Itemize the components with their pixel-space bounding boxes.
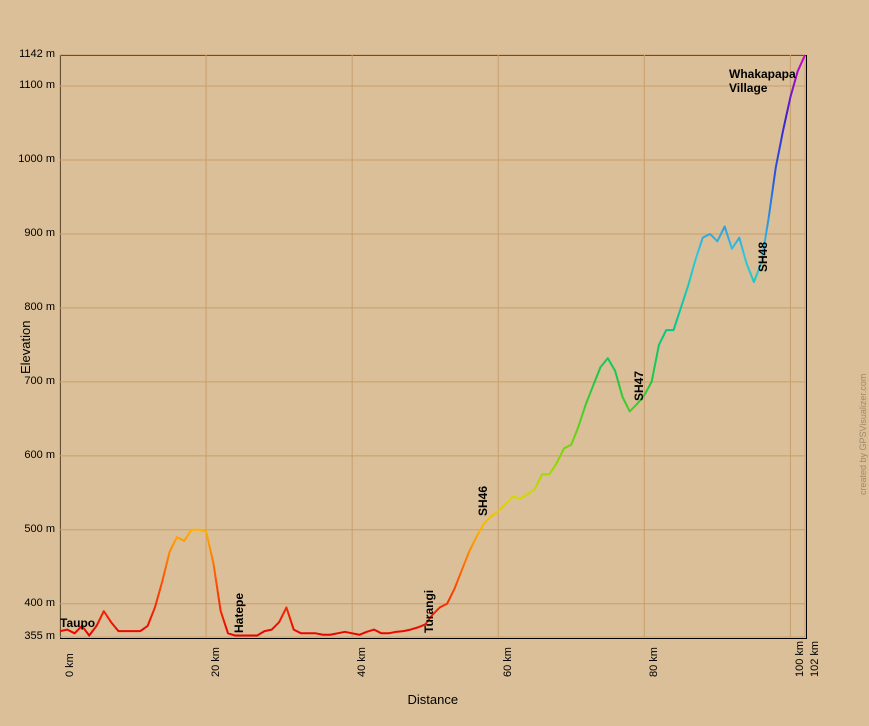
x-tick-label: 100 km (794, 641, 806, 677)
y-tick-label: 800 m (5, 301, 55, 313)
waypoint-label: SH46 (476, 486, 490, 516)
y-tick-label: 1000 m (5, 153, 55, 165)
y-tick-label: 1100 m (5, 79, 55, 91)
elevation-line (60, 55, 805, 636)
waypoint-label: Whakapapa (729, 67, 796, 81)
y-tick-label: 700 m (5, 375, 55, 387)
y-tick-label: 400 m (5, 597, 55, 609)
y-tick-label: 900 m (5, 227, 55, 239)
waypoint-label: Hatepe (232, 593, 246, 633)
y-tick-label: 1142 m (5, 48, 55, 60)
waypoint-label: Taupo (60, 616, 95, 630)
x-tick-label: 40 km (356, 647, 368, 677)
waypoint-label: Village (729, 81, 767, 95)
y-tick-label: 355 m (5, 630, 55, 642)
credit-label: created by GPSVisualizer.com (858, 374, 868, 495)
x-tick-label: 60 km (502, 647, 514, 677)
y-axis-label: Elevation (18, 321, 33, 374)
waypoint-label: Turangi (422, 590, 436, 633)
waypoint-label: SH48 (756, 242, 770, 272)
x-tick-label: 20 km (210, 647, 222, 677)
x-tick-label: 102 km (809, 641, 821, 677)
y-tick-label: 600 m (5, 449, 55, 461)
x-tick-label: 0 km (64, 653, 76, 677)
x-axis-label: Distance (408, 692, 459, 707)
y-tick-label: 500 m (5, 523, 55, 535)
waypoint-label: SH47 (632, 371, 646, 401)
x-tick-label: 80 km (648, 647, 660, 677)
